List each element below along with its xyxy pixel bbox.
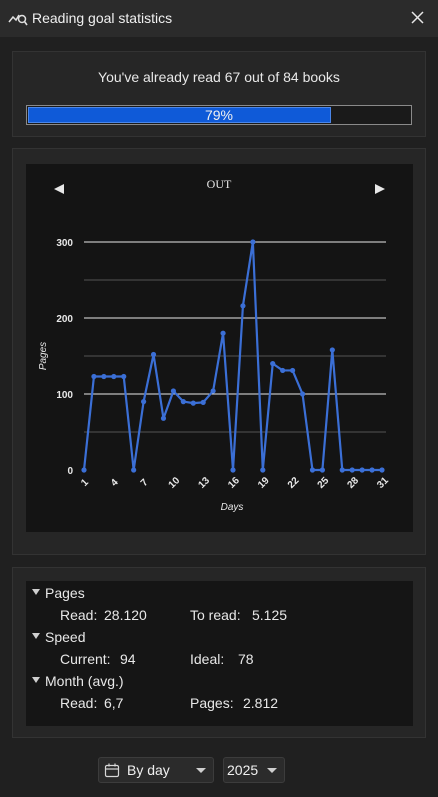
goal-progress-bar: 79% [26,105,412,125]
year-select-value: 2025 [227,762,259,778]
data-point [111,373,117,380]
x-tick-label: 7 [139,477,151,489]
data-point [270,361,276,367]
x-tick-label: 10 [167,475,183,491]
data-point [309,467,316,473]
month-read-label: Read: [60,695,98,711]
close-icon[interactable] [405,7,429,29]
data-point [379,467,385,473]
data-point [91,373,97,380]
data-point [121,373,127,380]
x-axis-label: Days [221,502,244,513]
title-bar: Reading goal statistics [0,0,438,37]
year-select[interactable]: 2025 [223,757,285,783]
data-point [210,388,216,394]
collapse-month-toggle[interactable] [32,677,40,683]
collapse-pages-toggle[interactable] [32,589,40,595]
data-point [260,467,266,473]
x-tick-label: 31 [375,475,391,491]
pages-heading[interactable]: Pages [45,585,85,601]
speed-ideal-label: Ideal: [190,651,225,667]
pages-per-day-chart: OUT Pages Days 0 100 200 300 1 4 7 10 13 16 19 22 25… [38,177,391,513]
data-point [280,367,286,374]
data-point [230,467,236,473]
stats-tree: Pages Read: 28.120 To read: 5.125 Speed … [26,581,413,726]
data-point [180,399,186,405]
speed-current-label: Current: [60,651,111,667]
previous-month-arrow[interactable] [54,184,64,194]
speed-ideal-value: 78 [238,651,254,667]
chevron-down-icon [196,768,206,773]
goal-panel: You've already read 67 out of 84 books 7… [12,51,426,137]
data-point [220,330,226,336]
month-read-value: 6,7 [104,695,124,711]
chart-panel: OUT Pages Days 0 100 200 300 1 4 7 10 13 16 19 22 25… [12,148,426,555]
data-point [141,399,147,405]
statistics-search-icon [8,14,28,26]
data-point [250,239,256,245]
data-point [329,347,335,353]
month-pages-value: 2.812 [243,695,279,711]
data-point [150,351,157,358]
next-month-arrow[interactable] [375,184,385,194]
x-tick-label: 25 [316,475,332,491]
pages-to-read-value: 5.125 [252,607,288,623]
y-axis-label: Pages [38,342,49,370]
data-point [81,467,87,473]
progress-label: 79% [204,107,234,123]
data-point [299,391,306,397]
y-tick-label: 300 [56,238,73,249]
month-label: OUT [207,177,232,191]
chart-area: OUT Pages Days 0 100 200 300 1 4 7 10 13 16 19 22 25… [26,164,413,532]
progress-fill [28,107,332,123]
data-point [240,303,246,309]
pages-read-label: Read: [60,607,98,623]
data-point [319,467,325,473]
x-tick-label: 4 [109,477,121,489]
chevron-down-icon [267,768,277,773]
speed-current-value: 94 [120,651,136,667]
goal-summary: You've already read 67 out of 84 books [98,69,340,85]
collapse-speed-toggle[interactable] [32,633,40,639]
y-tick-label: 200 [56,314,73,325]
x-tick-label: 16 [226,475,242,491]
data-point [101,373,107,380]
pages-to-read-label: To read: [190,607,241,623]
pages-read-value: 28.120 [104,607,147,623]
y-tick-label: 100 [56,390,73,401]
data-point [190,400,196,406]
data-point [369,467,375,473]
data-point [290,367,296,374]
data-point [170,388,176,394]
x-tick-label: 22 [286,475,302,491]
data-point [359,467,365,473]
data-point [131,467,137,473]
speed-heading[interactable]: Speed [45,629,86,645]
month-heading[interactable]: Month (avg.) [45,673,124,689]
period-select[interactable]: By day [98,757,214,783]
stats-panel: Pages Read: 28.120 To read: 5.125 Speed … [12,567,426,738]
x-tick-label: 28 [345,475,361,491]
data-point [200,399,206,405]
period-select-value: By day [127,762,170,778]
month-pages-label: Pages: [190,695,234,711]
data-point [160,415,167,421]
data-point [339,467,345,473]
y-tick-label: 0 [67,466,73,477]
x-tick-label: 1 [79,477,91,489]
window-title: Reading goal statistics [32,10,173,26]
x-tick-label: 13 [196,475,212,491]
x-tick-label: 19 [256,475,272,491]
data-point [349,467,355,473]
calendar-icon [104,763,120,778]
